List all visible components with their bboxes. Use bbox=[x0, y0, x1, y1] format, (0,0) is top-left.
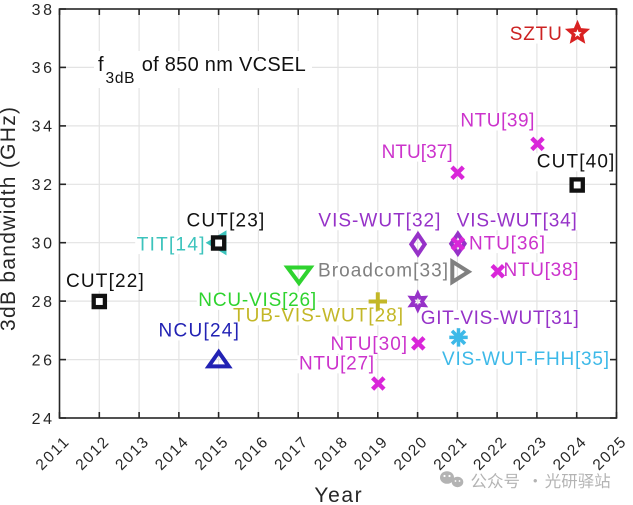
svg-text:NTU[39]: NTU[39] bbox=[460, 111, 534, 132]
svg-text:VIS-WUT-FHH[35]: VIS-WUT-FHH[35] bbox=[442, 349, 609, 370]
svg-text:TUB-VIS-WUT[28]: TUB-VIS-WUT[28] bbox=[233, 306, 403, 327]
svg-text:NTU[27]: NTU[27] bbox=[299, 354, 374, 375]
svg-text:NTU[30]: NTU[30] bbox=[331, 334, 408, 355]
svg-text:SZTU: SZTU bbox=[510, 24, 562, 45]
svg-text:Broadcom[33]: Broadcom[33] bbox=[318, 260, 448, 281]
svg-text:Year: Year bbox=[314, 484, 361, 505]
svg-text:CUT[22]: CUT[22] bbox=[66, 271, 144, 292]
svg-text:of 850 nm VCSEL: of 850 nm VCSEL bbox=[142, 54, 306, 76]
svg-text:VIS-WUT[32]: VIS-WUT[32] bbox=[318, 210, 440, 231]
svg-text:CUT[40]: CUT[40] bbox=[537, 152, 615, 173]
svg-text:f: f bbox=[98, 54, 104, 76]
svg-text:3dB bandwidth (GHz): 3dB bandwidth (GHz) bbox=[0, 107, 20, 331]
svg-text:NTU[38]: NTU[38] bbox=[504, 260, 579, 281]
svg-text:GIT-VIS-WUT[31]: GIT-VIS-WUT[31] bbox=[421, 308, 579, 329]
svg-text:CUT[23]: CUT[23] bbox=[187, 210, 265, 231]
svg-text:3dB: 3dB bbox=[106, 70, 135, 87]
svg-text:NCU-VIS[26]: NCU-VIS[26] bbox=[198, 290, 316, 311]
svg-text:NTU[37]: NTU[37] bbox=[382, 142, 453, 163]
svg-text:NCU[24]: NCU[24] bbox=[159, 321, 239, 342]
svg-text:TIT[14]: TIT[14] bbox=[137, 234, 205, 255]
svg-text:VIS-WUT[34]: VIS-WUT[34] bbox=[457, 210, 577, 231]
svg-text:NTU[36]: NTU[36] bbox=[469, 233, 545, 254]
